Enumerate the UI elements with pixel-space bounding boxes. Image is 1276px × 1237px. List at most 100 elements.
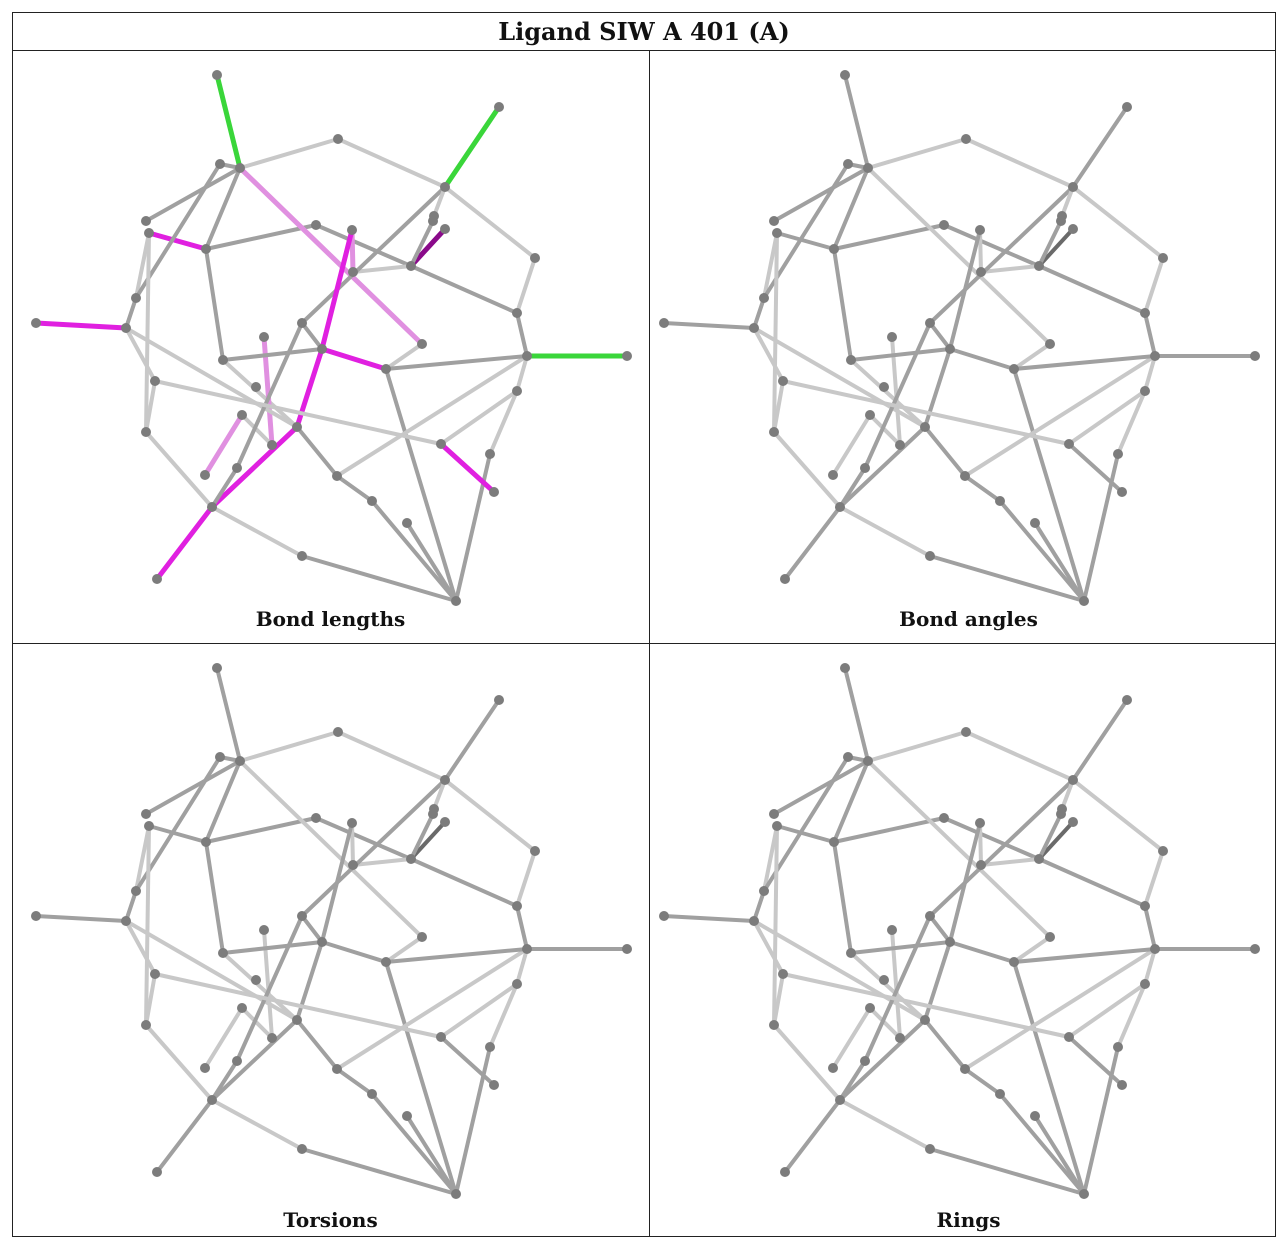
bond bbox=[923, 425, 967, 478]
bond bbox=[300, 778, 447, 918]
bond bbox=[772, 231, 779, 434]
atom bbox=[297, 911, 307, 921]
atom bbox=[925, 318, 935, 328]
bond bbox=[443, 778, 537, 853]
atom bbox=[494, 102, 504, 112]
atom bbox=[772, 821, 782, 831]
bond bbox=[1037, 227, 1075, 268]
bond bbox=[843, 666, 870, 763]
atom bbox=[200, 470, 210, 480]
atom bbox=[429, 804, 439, 814]
atom bbox=[144, 228, 154, 238]
bond bbox=[752, 919, 785, 976]
atom bbox=[772, 228, 782, 238]
atom bbox=[485, 449, 495, 459]
bond bbox=[928, 554, 1086, 603]
atom bbox=[201, 837, 211, 847]
panel-caption-torsions: Torsions bbox=[283, 1208, 378, 1232]
bond bbox=[762, 824, 779, 893]
molecule-view-bond-angles bbox=[659, 70, 1260, 606]
bond bbox=[515, 947, 529, 986]
bond bbox=[409, 219, 435, 268]
bond bbox=[204, 223, 318, 251]
atom bbox=[297, 1144, 307, 1154]
atom bbox=[347, 818, 357, 828]
atom bbox=[759, 293, 769, 303]
bond bbox=[781, 972, 1071, 1039]
atom bbox=[332, 471, 342, 481]
atom bbox=[895, 1033, 905, 1043]
bond bbox=[964, 730, 1075, 782]
atom bbox=[121, 323, 131, 333]
bond bbox=[202, 412, 245, 478]
atom bbox=[367, 496, 377, 506]
atom bbox=[489, 487, 499, 497]
atom bbox=[332, 1064, 342, 1074]
atom bbox=[522, 351, 532, 361]
atom bbox=[960, 1064, 970, 1074]
atom bbox=[348, 860, 358, 870]
bond bbox=[838, 1018, 927, 1102]
atom bbox=[995, 1089, 1005, 1099]
atom bbox=[846, 355, 856, 365]
atom bbox=[925, 551, 935, 561]
bond bbox=[1082, 452, 1120, 603]
bond bbox=[838, 505, 932, 558]
atom bbox=[835, 502, 845, 512]
bond bbox=[300, 1147, 458, 1196]
bond bbox=[319, 227, 355, 352]
panel-bond-angles: Bond angles bbox=[650, 51, 1276, 636]
atom bbox=[348, 267, 358, 277]
bond bbox=[783, 1098, 842, 1174]
atom bbox=[152, 1167, 162, 1177]
bond bbox=[948, 347, 1016, 371]
bond bbox=[320, 821, 354, 944]
bond bbox=[781, 379, 1071, 446]
atom bbox=[961, 727, 971, 737]
bond bbox=[405, 521, 458, 603]
bond bbox=[1071, 778, 1165, 853]
bond bbox=[1071, 105, 1129, 189]
atom bbox=[317, 937, 327, 947]
bond bbox=[515, 904, 529, 951]
bond bbox=[384, 935, 424, 964]
atom bbox=[1140, 308, 1150, 318]
figure-title: Ligand SIW A 401 (A) bbox=[498, 16, 790, 46]
atom bbox=[1057, 211, 1067, 221]
bond bbox=[866, 730, 968, 763]
bond bbox=[772, 759, 870, 816]
atom bbox=[659, 318, 669, 328]
bond bbox=[210, 466, 239, 509]
bond bbox=[1012, 935, 1052, 964]
atom bbox=[292, 422, 302, 432]
bond bbox=[1012, 342, 1052, 371]
bond bbox=[240, 1006, 274, 1040]
bond bbox=[370, 1092, 458, 1196]
bond bbox=[964, 137, 1075, 189]
bond bbox=[948, 821, 982, 944]
bond bbox=[963, 1067, 1002, 1096]
atom bbox=[152, 574, 162, 584]
atom bbox=[769, 216, 779, 226]
atom bbox=[131, 293, 141, 303]
bond bbox=[33, 320, 129, 331]
bond bbox=[1143, 311, 1157, 358]
bond bbox=[124, 919, 157, 976]
atom bbox=[440, 775, 450, 785]
bond bbox=[948, 228, 982, 351]
bond bbox=[214, 72, 243, 171]
atom bbox=[31, 911, 41, 921]
bond bbox=[752, 919, 927, 1022]
atom bbox=[200, 1063, 210, 1073]
bond bbox=[843, 73, 870, 170]
panel-torsions: Torsions bbox=[12, 644, 649, 1232]
atom bbox=[150, 969, 160, 979]
atom bbox=[887, 332, 897, 342]
atom bbox=[1117, 487, 1127, 497]
bond bbox=[295, 425, 339, 478]
bond bbox=[866, 137, 968, 170]
bond bbox=[1033, 1114, 1086, 1196]
bond bbox=[34, 914, 128, 923]
bond bbox=[775, 824, 836, 844]
bond bbox=[204, 166, 242, 251]
